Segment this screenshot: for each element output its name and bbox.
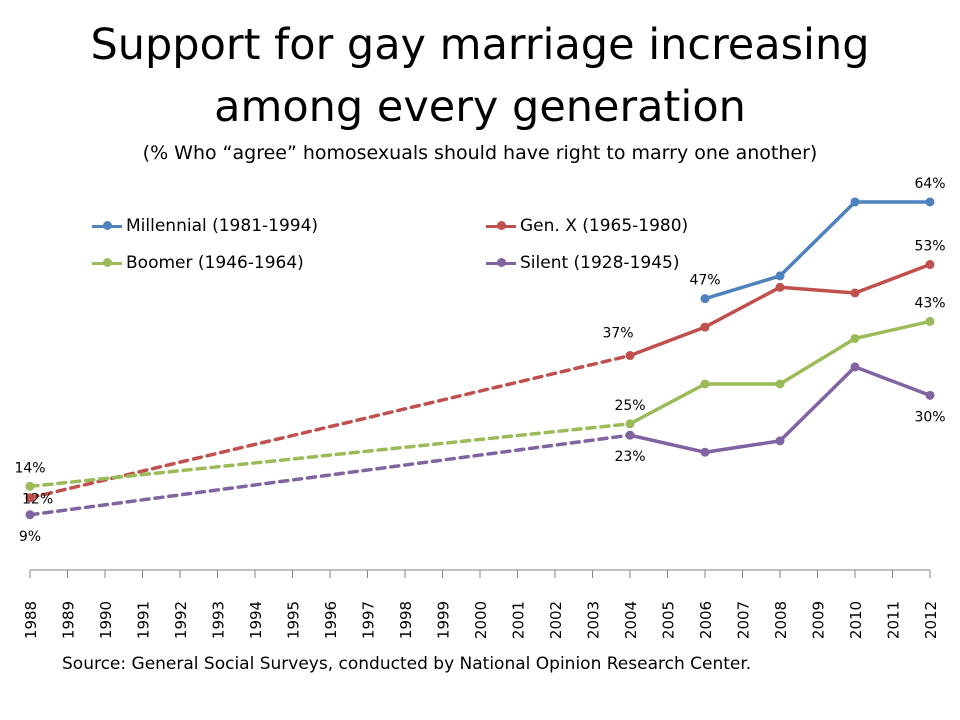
- data-point: [25, 510, 35, 520]
- x-tick-label: 1993: [210, 601, 228, 639]
- data-point: [700, 294, 710, 304]
- legend-marker: [497, 258, 506, 267]
- data-label: 64%: [914, 176, 945, 192]
- data-point: [850, 333, 860, 343]
- data-point: [25, 493, 35, 503]
- data-point: [25, 481, 35, 491]
- data-point: [775, 282, 785, 292]
- x-tick-label: 2001: [510, 601, 528, 639]
- chart-title-line-1: Support for gay marriage increasing: [90, 20, 870, 70]
- data-point: [925, 197, 935, 207]
- series-segment: [628, 325, 707, 358]
- legend-label: Boomer (1946-1964): [126, 253, 304, 273]
- x-tick-label: 1992: [172, 601, 190, 639]
- x-tick-label: 2000: [472, 601, 490, 639]
- legend-label: Gen. X (1965-1980): [520, 216, 689, 236]
- data-point: [775, 271, 785, 281]
- chart-title: Support for gay marriage increasing amon…: [0, 14, 960, 138]
- series-segment: [853, 365, 932, 398]
- legend-swatch: [92, 258, 122, 267]
- data-point: [850, 197, 860, 207]
- series-segment: [853, 319, 932, 341]
- data-label: 47%: [689, 273, 720, 289]
- x-tick-label: 1998: [397, 601, 415, 639]
- series-segment: [628, 382, 707, 426]
- x-tick-label: 1999: [435, 601, 453, 639]
- data-label: 14%: [14, 460, 45, 476]
- data-label: 53%: [914, 239, 945, 255]
- series-segment: [703, 274, 782, 301]
- x-tick-label: 1996: [322, 601, 340, 639]
- series-segment: [778, 365, 857, 443]
- data-label: 43%: [914, 295, 945, 311]
- x-tick-label: 2010: [847, 601, 865, 639]
- series-segment: [703, 285, 782, 329]
- legend-item: Silent (1928-1945): [486, 250, 679, 276]
- legend-item: Millennial (1981-1994): [92, 213, 318, 239]
- data-point: [775, 436, 785, 446]
- x-tick-label: 1994: [247, 601, 265, 639]
- data-point: [700, 447, 710, 457]
- legend-label: Millennial (1981-1994): [126, 216, 319, 236]
- legend-swatch: [486, 258, 516, 267]
- x-tick-label: 2008: [772, 601, 790, 639]
- legend-swatch: [92, 221, 122, 230]
- data-point: [925, 390, 935, 400]
- legend-marker: [103, 221, 112, 230]
- chart-title-line-2: among every generation: [214, 82, 746, 132]
- data-label: 25%: [614, 398, 645, 414]
- series-segment: [28, 353, 632, 500]
- legend-item: Boomer (1946-1964): [92, 250, 304, 276]
- x-tick-label: 2003: [585, 601, 603, 639]
- x-tick-label: 1995: [285, 601, 303, 639]
- x-tick-label: 2011: [885, 601, 903, 639]
- series-segment: [853, 262, 932, 295]
- legend-marker: [103, 258, 112, 267]
- data-point: [625, 351, 635, 361]
- legend-marker: [497, 221, 506, 230]
- x-tick-label: 1990: [97, 601, 115, 639]
- series-segment: [778, 285, 857, 295]
- series-segment: [28, 422, 632, 489]
- series-segment: [28, 433, 632, 517]
- data-point: [700, 379, 710, 389]
- series-segment: [628, 433, 707, 454]
- series-segment: [778, 200, 857, 278]
- data-point: [850, 362, 860, 372]
- data-point: [625, 430, 635, 440]
- data-point: [625, 419, 635, 429]
- data-label: 30%: [914, 409, 945, 425]
- data-point: [775, 379, 785, 389]
- x-tick-label: 2012: [922, 601, 940, 639]
- legend-label: Silent (1928-1945): [520, 253, 680, 273]
- data-point: [925, 260, 935, 270]
- data-label: 9%: [19, 529, 41, 545]
- x-tick-label: 1989: [60, 601, 78, 639]
- x-tick-label: 1988: [22, 601, 40, 639]
- series-segment: [703, 439, 782, 454]
- data-label: 37%: [602, 326, 633, 342]
- x-tick-label: 2004: [622, 601, 640, 639]
- x-tick-label: 2006: [697, 601, 715, 639]
- x-tick-label: 2009: [810, 601, 828, 639]
- series-segment: [778, 336, 857, 386]
- x-tick-label: 1991: [135, 601, 153, 639]
- chart-subtitle: (% Who “agree” homosexuals should have r…: [142, 142, 818, 164]
- legend-item: Gen. X (1965-1980): [486, 213, 688, 239]
- data-point: [850, 288, 860, 298]
- x-tick-label: 2007: [735, 601, 753, 639]
- data-point: [700, 322, 710, 332]
- x-tick-label: 1997: [360, 601, 378, 639]
- data-label: 23%: [614, 449, 645, 465]
- x-tick-label: 2005: [660, 601, 678, 639]
- data-label: 12%: [22, 492, 53, 508]
- data-point: [925, 316, 935, 326]
- legend-swatch: [486, 221, 516, 230]
- x-tick-label: 2002: [547, 601, 565, 639]
- source-note: Source: General Social Surveys, conducte…: [62, 654, 752, 674]
